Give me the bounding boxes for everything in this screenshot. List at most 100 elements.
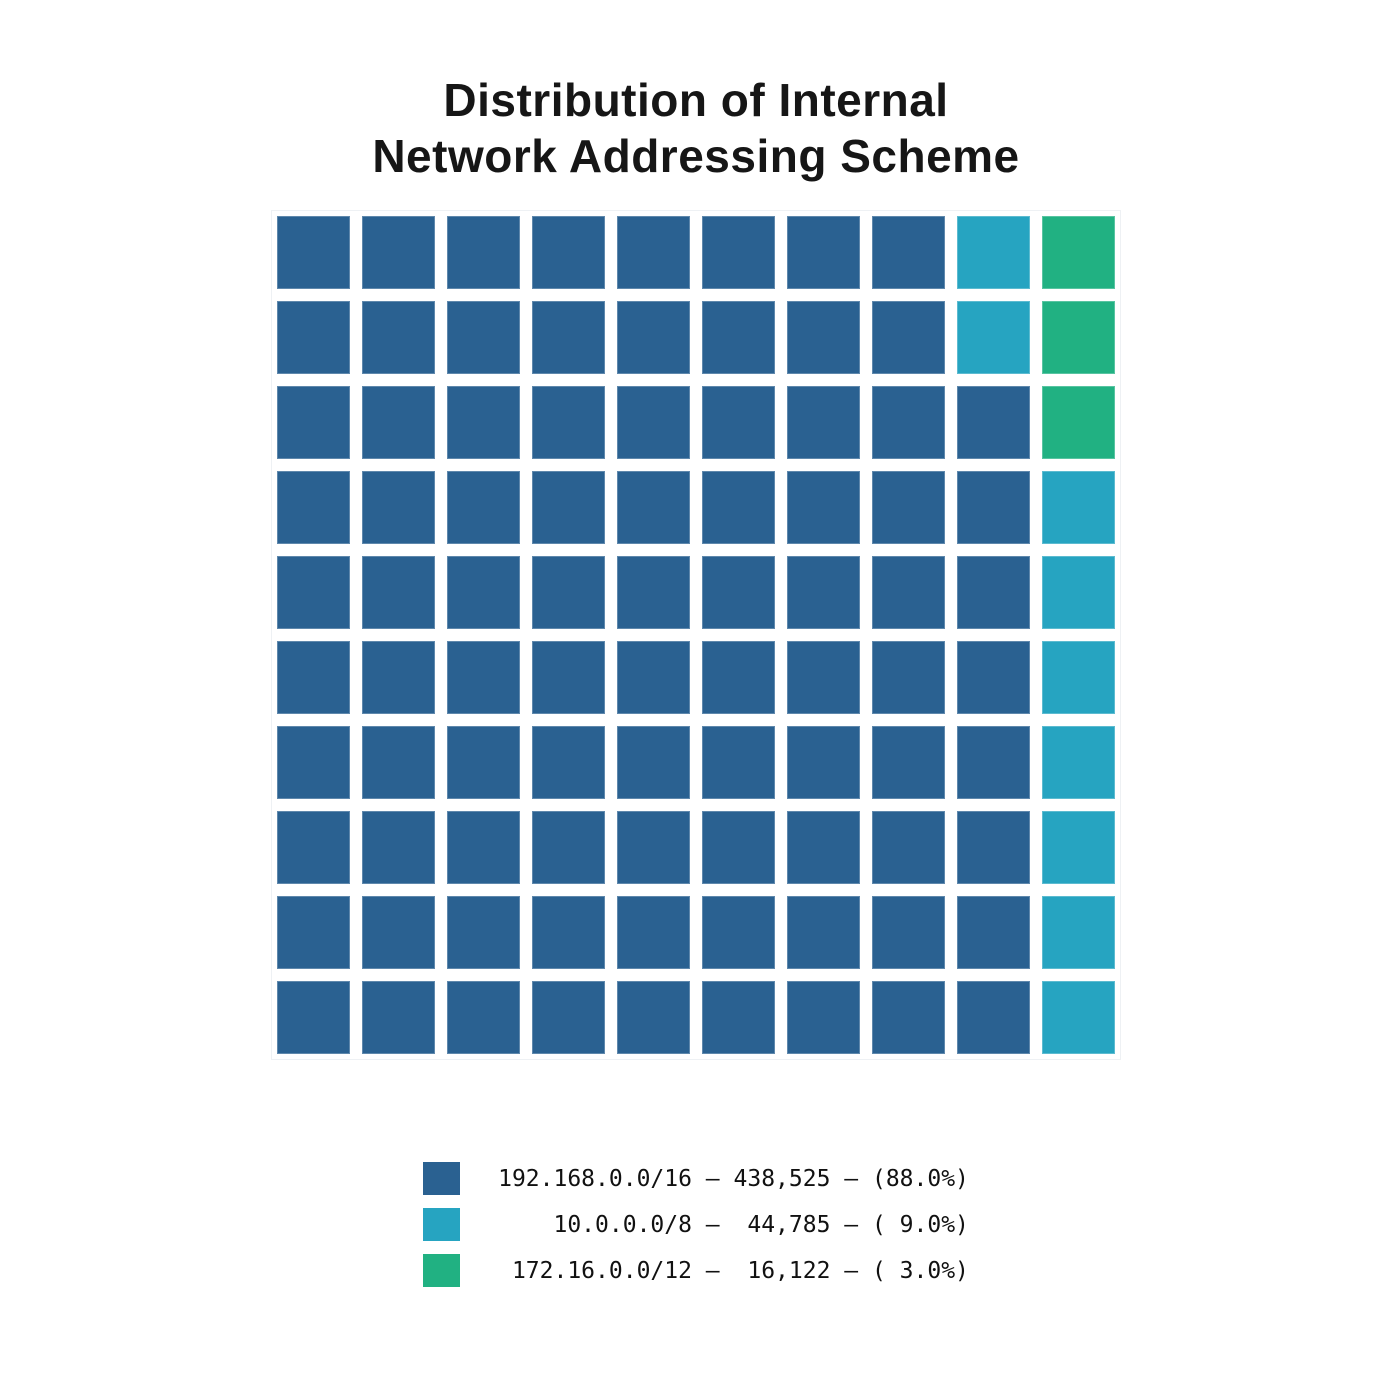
waffle-cell: [1042, 896, 1115, 970]
legend-label: 192.168.0.0/16 — 438,525 — (88.0%): [498, 1165, 969, 1192]
waffle-cell: [617, 981, 690, 1055]
waffle-cell: [362, 726, 435, 800]
waffle-cell: [957, 301, 1030, 375]
waffle-cell: [362, 216, 435, 290]
waffle-cell: [702, 471, 775, 545]
waffle-cell: [702, 811, 775, 885]
waffle-cell: [957, 811, 1030, 885]
waffle-cell: [277, 471, 350, 545]
waffle-cell: [532, 471, 605, 545]
waffle-cell: [872, 981, 945, 1055]
waffle-cell: [702, 981, 775, 1055]
waffle-cell: [1042, 471, 1115, 545]
waffle-cell: [787, 981, 860, 1055]
chart-title: Distribution of Internal Network Address…: [0, 0, 1392, 184]
waffle-cell: [447, 471, 520, 545]
legend-row: 192.168.0.0/16 — 438,525 — (88.0%): [423, 1162, 969, 1196]
waffle-cell: [532, 726, 605, 800]
waffle-cell: [277, 726, 350, 800]
waffle-cell: [362, 386, 435, 460]
waffle-cell: [702, 641, 775, 715]
waffle-cell: [957, 896, 1030, 970]
waffle-cell: [447, 641, 520, 715]
waffle-cell: [277, 216, 350, 290]
waffle-cell: [617, 896, 690, 970]
waffle-cell: [532, 981, 605, 1055]
waffle-plot-area: [271, 210, 1121, 1061]
waffle-cell: [787, 811, 860, 885]
waffle-cell: [362, 981, 435, 1055]
waffle-cell: [787, 726, 860, 800]
waffle-cell: [957, 556, 1030, 630]
waffle-cell: [702, 556, 775, 630]
waffle-cell: [532, 301, 605, 375]
waffle-cell: [702, 301, 775, 375]
waffle-cell: [617, 216, 690, 290]
chart-legend: 192.168.0.0/16 — 438,525 — (88.0%) 10.0.…: [423, 1162, 969, 1288]
waffle-grid: [277, 216, 1115, 1055]
waffle-cell: [702, 386, 775, 460]
waffle-cell: [447, 811, 520, 885]
waffle-cell: [617, 726, 690, 800]
waffle-cell: [872, 471, 945, 545]
waffle-cell: [617, 556, 690, 630]
waffle-cell: [532, 896, 605, 970]
waffle-cell: [787, 556, 860, 630]
waffle-cell: [277, 641, 350, 715]
waffle-cell: [277, 811, 350, 885]
waffle-cell: [532, 216, 605, 290]
waffle-cell: [872, 216, 945, 290]
waffle-cell: [872, 726, 945, 800]
legend-swatch: [423, 1254, 461, 1288]
waffle-cell: [787, 896, 860, 970]
waffle-cell: [872, 896, 945, 970]
waffle-cell: [532, 556, 605, 630]
waffle-cell: [532, 641, 605, 715]
waffle-cell: [1042, 216, 1115, 290]
waffle-cell: [447, 216, 520, 290]
waffle-cell: [872, 301, 945, 375]
waffle-cell: [362, 811, 435, 885]
waffle-cell: [1042, 981, 1115, 1055]
waffle-cell: [447, 896, 520, 970]
waffle-cell: [702, 896, 775, 970]
waffle-cell: [277, 386, 350, 460]
legend-label: 10.0.0.0/8 — 44,785 — ( 9.0%): [498, 1211, 969, 1238]
waffle-cell: [277, 556, 350, 630]
legend-swatch: [423, 1208, 461, 1242]
waffle-cell: [1042, 386, 1115, 460]
waffle-cell: [617, 386, 690, 460]
waffle-cell: [447, 556, 520, 630]
waffle-cell: [447, 386, 520, 460]
waffle-cell: [787, 641, 860, 715]
waffle-cell: [617, 811, 690, 885]
waffle-cell: [277, 896, 350, 970]
waffle-cell: [872, 386, 945, 460]
waffle-cell: [1042, 301, 1115, 375]
waffle-cell: [787, 386, 860, 460]
waffle-cell: [787, 216, 860, 290]
waffle-cell: [617, 641, 690, 715]
waffle-cell: [617, 471, 690, 545]
waffle-cell: [1042, 811, 1115, 885]
waffle-cell: [872, 811, 945, 885]
chart-title-line1: Distribution of Internal: [443, 74, 949, 126]
waffle-cell: [277, 301, 350, 375]
waffle-cell: [277, 981, 350, 1055]
waffle-cell: [957, 471, 1030, 545]
chart-title-line2: Network Addressing Scheme: [372, 130, 1020, 183]
waffle-cell: [957, 981, 1030, 1055]
legend-swatch: [423, 1162, 461, 1196]
waffle-cell: [617, 301, 690, 375]
waffle-cell: [362, 641, 435, 715]
legend-row: 10.0.0.0/8 — 44,785 — ( 9.0%): [423, 1208, 969, 1242]
waffle-cell: [702, 216, 775, 290]
waffle-cell: [362, 301, 435, 375]
waffle-cell: [957, 641, 1030, 715]
waffle-cell: [447, 981, 520, 1055]
waffle-cell: [702, 726, 775, 800]
waffle-cell: [447, 301, 520, 375]
waffle-cell: [787, 471, 860, 545]
waffle-cell: [447, 726, 520, 800]
